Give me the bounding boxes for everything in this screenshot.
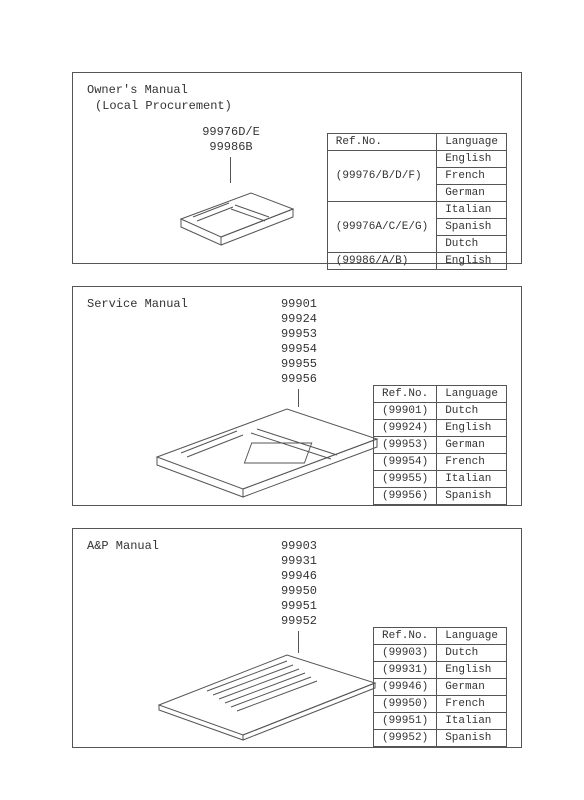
cell-lang: English <box>437 151 507 168</box>
page: PartsRepublik Owner's Manual (Local Proc… <box>0 0 584 800</box>
table-header-row: Ref.No. Language <box>373 628 506 645</box>
cell-ref: (99955) <box>373 471 436 488</box>
col-lang: Language <box>437 628 507 645</box>
table-row: (99976A/C/E/G) Italian <box>327 202 506 219</box>
cell-lang: Spanish <box>437 730 507 747</box>
cell-ref: (99952) <box>373 730 436 747</box>
sheet-illustration <box>147 647 387 743</box>
code: 99924 <box>269 312 329 327</box>
cell-ref: (99976A/C/E/G) <box>327 202 436 253</box>
panel-owners-manual: Owner's Manual (Local Procurement) 99976… <box>72 72 522 264</box>
col-ref: Ref.No. <box>373 628 436 645</box>
table-row: (99951)Italian <box>373 713 506 730</box>
table-row: (99952)Spanish <box>373 730 506 747</box>
cell-lang: Dutch <box>437 236 507 253</box>
table-row: (99955)Italian <box>373 471 506 488</box>
cell-lang: French <box>437 454 507 471</box>
cell-ref: (99986/A/B) <box>327 253 436 270</box>
book-illustration <box>147 401 387 501</box>
col-lang: Language <box>437 386 507 403</box>
cell-lang: French <box>437 696 507 713</box>
col-lang: Language <box>437 134 507 151</box>
cell-lang: English <box>437 662 507 679</box>
table-row: (99953)German <box>373 437 506 454</box>
table-row: (99901)Dutch <box>373 403 506 420</box>
part-codes: 99901 99924 99953 99954 99955 99956 <box>269 297 329 387</box>
leader-line <box>230 157 231 183</box>
code: 99976D/E <box>191 125 271 140</box>
table-row: (99986/A/B) English <box>327 253 506 270</box>
cell-lang: Dutch <box>437 403 507 420</box>
cell-lang: English <box>437 253 507 270</box>
service-table: Ref.No. Language (99901)Dutch (99924)Eng… <box>373 385 507 505</box>
col-ref: Ref.No. <box>327 134 436 151</box>
ap-table: Ref.No. Language (99903)Dutch (99931)Eng… <box>373 627 507 747</box>
code: 99954 <box>269 342 329 357</box>
cell-ref: (99976/B/D/F) <box>327 151 436 202</box>
col-ref: Ref.No. <box>373 386 436 403</box>
part-codes: 99903 99931 99946 99950 99951 99952 <box>269 539 329 629</box>
owners-table: Ref.No. Language (99976/B/D/F) English F… <box>327 133 507 270</box>
code: 99901 <box>269 297 329 312</box>
code: 99956 <box>269 372 329 387</box>
table-header-row: Ref.No. Language <box>373 386 506 403</box>
table-row: (99976/B/D/F) English <box>327 151 506 168</box>
code: 99951 <box>269 599 329 614</box>
cell-ref: (99953) <box>373 437 436 454</box>
table-row: (99931)English <box>373 662 506 679</box>
cell-lang: Dutch <box>437 645 507 662</box>
panel-title: Service Manual <box>87 295 188 313</box>
table-row: (99903)Dutch <box>373 645 506 662</box>
panel-title: A&P Manual <box>87 537 159 555</box>
table-row: (99946)German <box>373 679 506 696</box>
code: 99903 <box>269 539 329 554</box>
table-header-row: Ref.No. Language <box>327 134 506 151</box>
cell-lang: Spanish <box>437 488 507 505</box>
table-row: (99954)French <box>373 454 506 471</box>
cell-ref: (99950) <box>373 696 436 713</box>
panel-ap-manual: A&P Manual 99903 99931 99946 99950 99951… <box>72 528 522 748</box>
cell-lang: German <box>437 185 507 202</box>
panel-service-manual: Service Manual 99901 99924 99953 99954 9… <box>72 286 522 506</box>
panel-subtitle: (Local Procurement) <box>95 99 232 113</box>
cell-ref: (99946) <box>373 679 436 696</box>
cell-ref: (99956) <box>373 488 436 505</box>
cell-ref: (99951) <box>373 713 436 730</box>
cell-ref: (99924) <box>373 420 436 437</box>
cell-lang: Italian <box>437 202 507 219</box>
cell-lang: English <box>437 420 507 437</box>
code: 99950 <box>269 584 329 599</box>
cell-lang: French <box>437 168 507 185</box>
code: 99946 <box>269 569 329 584</box>
panel-title: Owner's Manual <box>87 81 188 99</box>
table-row: (99956)Spanish <box>373 488 506 505</box>
code: 99955 <box>269 357 329 372</box>
cell-lang: Italian <box>437 713 507 730</box>
table-row: (99950)French <box>373 696 506 713</box>
code: 99952 <box>269 614 329 629</box>
cell-ref: (99954) <box>373 454 436 471</box>
code: 99931 <box>269 554 329 569</box>
cell-lang: German <box>437 679 507 696</box>
book-illustration <box>173 181 303 251</box>
cell-lang: Spanish <box>437 219 507 236</box>
cell-ref: (99903) <box>373 645 436 662</box>
table-row: (99924)English <box>373 420 506 437</box>
cell-ref: (99901) <box>373 403 436 420</box>
cell-lang: Italian <box>437 471 507 488</box>
cell-lang: German <box>437 437 507 454</box>
code: 99953 <box>269 327 329 342</box>
cell-ref: (99931) <box>373 662 436 679</box>
code: 99986B <box>191 140 271 155</box>
part-codes: 99976D/E 99986B <box>191 125 271 155</box>
